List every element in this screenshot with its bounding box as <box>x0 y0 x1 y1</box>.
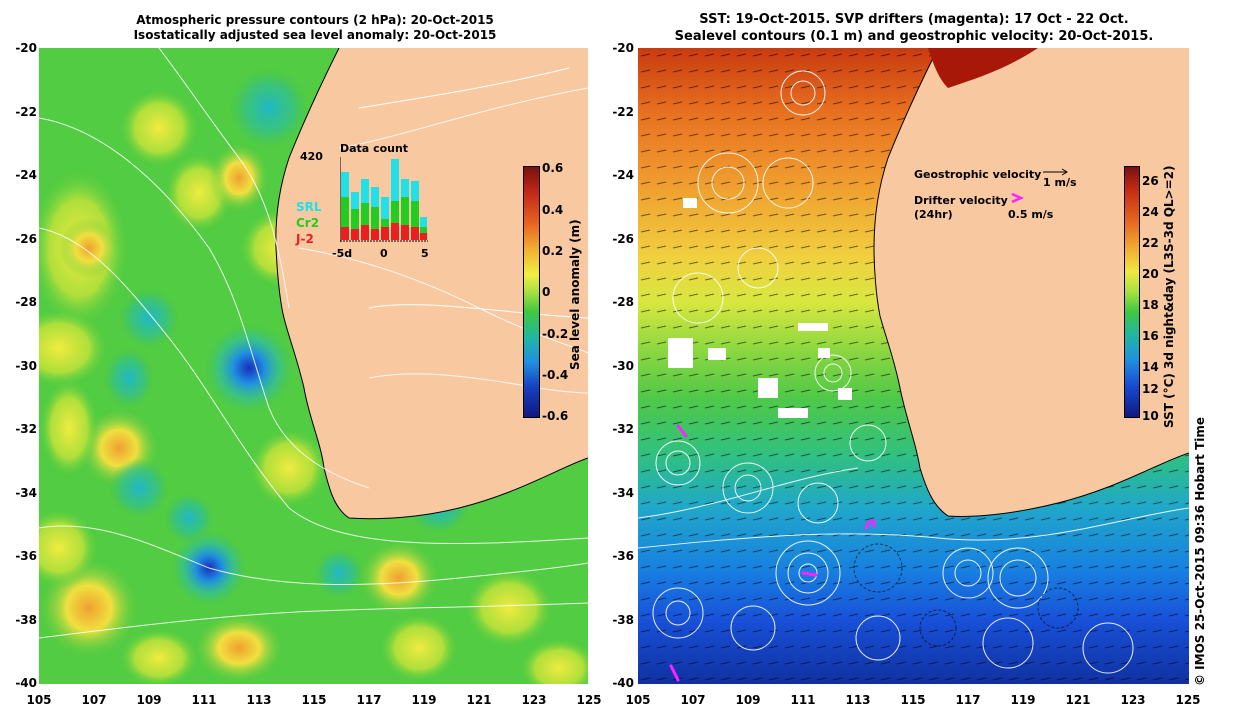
right-cbar-tick-3: 20 <box>1142 267 1159 281</box>
left-ytick-7: -34 <box>15 486 37 500</box>
left-xtick-0: 105 <box>26 693 52 707</box>
left-map <box>39 48 588 684</box>
drifter-scale: 0.5 m/s <box>1008 208 1054 221</box>
right-xtick-3: 111 <box>790 693 816 707</box>
left-cbar-tick-1: 0.4 <box>542 203 564 217</box>
inset-chart <box>340 157 428 242</box>
left-xtick-3: 111 <box>191 693 217 707</box>
geostrophic-scale: 1 m/s <box>1043 176 1077 189</box>
left-ytick-4: -28 <box>15 295 37 309</box>
left-cbar-tick-6: -0.6 <box>542 409 569 423</box>
left-title-line2: Isostatically adjusted sea level anomaly… <box>133 28 497 42</box>
right-cbar-tick-5: 16 <box>1142 329 1159 343</box>
right-cbar-tick-1: 24 <box>1142 205 1159 219</box>
right-ytick-3: -26 <box>612 232 634 246</box>
inset-legend-cr2: Cr2 <box>296 216 320 230</box>
left-cbar-tick-2: 0.2 <box>542 244 564 258</box>
left-ytick-10: -40 <box>15 676 37 690</box>
inset-tick-5: 5 <box>421 247 429 260</box>
inset-bars <box>341 159 427 240</box>
left-title-line1: Atmospheric pressure contours (2 hPa): 2… <box>136 13 494 27</box>
right-xtick-1: 107 <box>680 693 706 707</box>
right-xtick-5: 115 <box>900 693 926 707</box>
inset-tick-0: 0 <box>380 247 388 260</box>
right-map <box>638 48 1189 684</box>
left-xtick-2: 109 <box>136 693 162 707</box>
right-ytick-10: -40 <box>612 676 634 690</box>
right-xtick-2: 109 <box>735 693 761 707</box>
right-xtick-0: 105 <box>625 693 651 707</box>
inset-max-label: 420 <box>300 150 323 163</box>
right-cbar-tick-7: 12 <box>1142 382 1159 396</box>
right-ytick-2: -24 <box>612 168 634 182</box>
left-xtick-4: 113 <box>246 693 272 707</box>
left-ytick-5: -30 <box>15 359 37 373</box>
inset-legend-srl: SRL <box>296 200 322 214</box>
left-ytick-1: -22 <box>15 105 37 119</box>
inset-tick-minus5: -5d <box>332 247 353 260</box>
right-ytick-8: -36 <box>612 549 634 563</box>
left-ytick-3: -26 <box>15 232 37 246</box>
left-xtick-5: 115 <box>301 693 327 707</box>
left-xtick-7: 119 <box>411 693 437 707</box>
right-xtick-10: 125 <box>1175 693 1201 707</box>
right-cbar-tick-0: 26 <box>1142 174 1159 188</box>
left-xtick-8: 121 <box>466 693 492 707</box>
left-ytick-2: -24 <box>15 168 37 182</box>
right-ytick-6: -32 <box>612 422 634 436</box>
left-title: Atmospheric pressure contours (2 hPa): 2… <box>40 13 590 43</box>
left-cbar-tick-3: 0 <box>542 285 551 299</box>
geostrophic-label: Geostrophic velocity <box>914 168 1042 181</box>
right-ytick-4: -28 <box>612 295 634 309</box>
drifter-label: Drifter velocity <box>914 194 1008 207</box>
left-ytick-0: -20 <box>15 41 37 55</box>
right-xtick-6: 117 <box>955 693 981 707</box>
right-ytick-1: -22 <box>612 105 634 119</box>
right-ytick-9: -38 <box>612 613 634 627</box>
right-title-line1: SST: 19-Oct-2015. SVP drifters (magenta)… <box>699 12 1129 27</box>
right-cbar-tick-6: 14 <box>1142 360 1159 374</box>
left-colorbar-title: Sea level anomaly (m) <box>568 219 582 370</box>
right-title-line2: Sealevel contours (0.1 m) and geostrophi… <box>674 29 1154 44</box>
left-ytick-9: -38 <box>15 613 37 627</box>
left-ytick-8: -36 <box>15 549 37 563</box>
right-cbar-tick-8: 10 <box>1142 409 1159 423</box>
right-ytick-7: -34 <box>612 486 634 500</box>
right-xtick-9: 123 <box>1120 693 1146 707</box>
left-xtick-1: 107 <box>81 693 107 707</box>
right-cbar-tick-4: 18 <box>1142 298 1159 312</box>
geostrophic-arrow-icon <box>1043 168 1068 176</box>
drifter-arrow-icon <box>1011 192 1024 204</box>
left-colorbar <box>523 166 540 418</box>
right-title: SST: 19-Oct-2015. SVP drifters (magenta)… <box>638 11 1190 45</box>
drifter-sub: (24hr) <box>914 208 953 221</box>
left-cbar-tick-5: -0.4 <box>542 368 569 382</box>
left-cbar-tick-4: -0.2 <box>542 327 569 341</box>
left-xtick-9: 123 <box>521 693 547 707</box>
right-xtick-4: 113 <box>845 693 871 707</box>
inset-legend-j2: J-2 <box>296 232 314 246</box>
left-xtick-6: 117 <box>356 693 382 707</box>
right-ytick-5: -30 <box>612 359 634 373</box>
left-xtick-10: 125 <box>576 693 602 707</box>
right-colorbar <box>1124 166 1140 418</box>
right-ytick-0: -20 <box>612 41 634 55</box>
inset-title: Data count <box>340 142 409 155</box>
right-colorbar-title: SST (°C) 3d night&day (L3S-3d QL>=2) <box>1162 165 1176 429</box>
right-xtick-7: 119 <box>1010 693 1036 707</box>
right-xtick-8: 121 <box>1065 693 1091 707</box>
left-ytick-6: -32 <box>15 422 37 436</box>
left-cbar-tick-0: 0.6 <box>542 161 564 175</box>
imos-credit: © IMOS 25-Oct-2015 09:36 Hobart Time <box>1193 416 1207 686</box>
right-cbar-tick-2: 22 <box>1142 236 1159 250</box>
